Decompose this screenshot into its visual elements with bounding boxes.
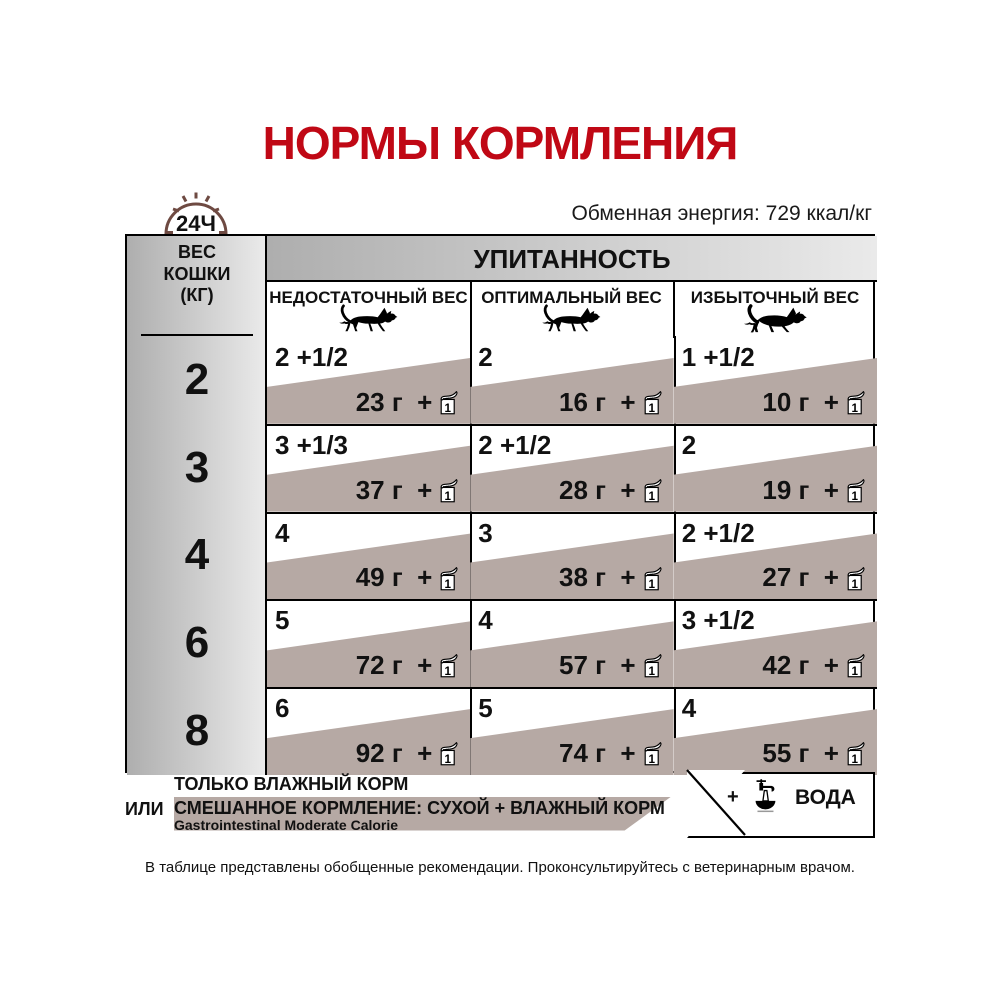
svg-text:24Ч: 24Ч [176, 211, 216, 235]
svg-text:1: 1 [648, 753, 655, 766]
svg-text:1: 1 [445, 577, 452, 590]
svg-text:1: 1 [851, 402, 858, 415]
svg-text:1: 1 [445, 665, 452, 678]
svg-text:1: 1 [851, 490, 858, 503]
svg-text:1: 1 [445, 490, 452, 503]
svg-text:1: 1 [851, 753, 858, 766]
svg-text:1: 1 [445, 753, 452, 766]
svg-text:1: 1 [851, 577, 858, 590]
svg-text:1: 1 [851, 665, 858, 678]
svg-text:1: 1 [648, 665, 655, 678]
svg-text:1: 1 [648, 402, 655, 415]
svg-text:1: 1 [445, 402, 452, 415]
svg-text:1: 1 [648, 490, 655, 503]
svg-text:1: 1 [648, 577, 655, 590]
